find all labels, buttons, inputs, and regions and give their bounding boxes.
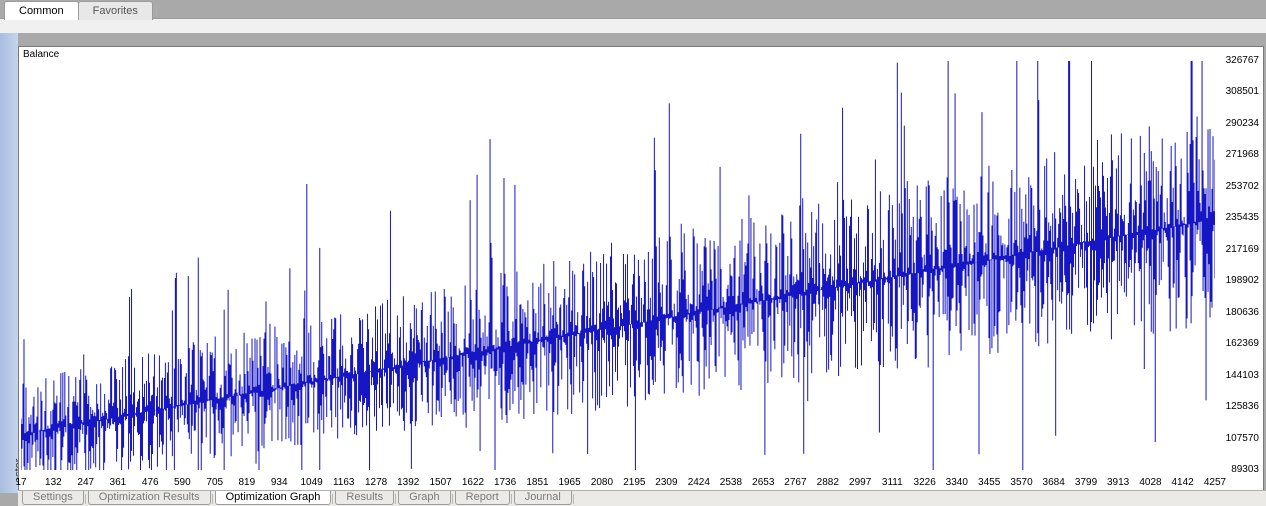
x-tick: 2767 (784, 477, 806, 488)
bottom-sep-2 (212, 494, 213, 504)
x-tick: 361 (110, 477, 127, 488)
y-tick: 144103 (1215, 370, 1259, 381)
x-tick: 3913 (1107, 477, 1129, 488)
top-tabs: Common Favorites (0, 0, 157, 20)
balance-series (21, 61, 1215, 470)
x-tick: 934 (271, 477, 288, 488)
chart-plot-area (21, 61, 1215, 470)
x-tick: 2424 (688, 477, 710, 488)
x-tick: 2195 (623, 477, 645, 488)
x-tick: 132 (45, 477, 62, 488)
x-tick: 1163 (333, 477, 355, 488)
tester-side-strip: ester (0, 33, 19, 493)
tab-optimization-results[interactable]: Optimization Results (88, 491, 211, 505)
x-tick: 4142 (1171, 477, 1193, 488)
y-tick: 89303 (1215, 464, 1259, 475)
x-tick: 17 (15, 477, 26, 488)
x-tick: 2309 (655, 477, 677, 488)
x-tick: 1392 (397, 477, 419, 488)
x-tick: 2080 (591, 477, 613, 488)
x-tick: 1851 (526, 477, 548, 488)
y-tick: 253702 (1215, 181, 1259, 192)
tab-common[interactable]: Common (4, 1, 79, 20)
y-tick: 162369 (1215, 338, 1259, 349)
tab-settings[interactable]: Settings (22, 491, 84, 505)
x-tick: 3455 (978, 477, 1000, 488)
chart-x-axis: 1713224736147659070581993410491163127813… (21, 472, 1215, 488)
x-tick: 1278 (365, 477, 387, 488)
tab-graph[interactable]: Graph (398, 491, 451, 505)
x-tick: 476 (142, 477, 159, 488)
chart-y-axis: 3267673085012902342719682537022354352171… (1215, 61, 1261, 470)
y-tick: 217169 (1215, 244, 1259, 255)
y-tick: 180636 (1215, 307, 1259, 318)
x-tick: 3799 (1075, 477, 1097, 488)
tab-report[interactable]: Report (455, 491, 510, 505)
x-tick: 3570 (1010, 477, 1032, 488)
x-tick: 2653 (752, 477, 774, 488)
bottom-sep-3 (332, 494, 333, 504)
app-root: Common Favorites × ester Balance 3267673… (0, 0, 1266, 506)
chart-title: Balance (23, 49, 59, 60)
top-white-strip (0, 18, 1266, 33)
x-tick: 3684 (1043, 477, 1065, 488)
y-tick: 235435 (1215, 212, 1259, 223)
bottom-sep-4 (395, 494, 396, 504)
optimization-chart-panel: Balance 326767 308501 290234 271968 253702 23… (18, 46, 1264, 491)
bottom-sep-6 (511, 494, 512, 504)
y-tick: 125836 (1215, 401, 1259, 412)
tab-journal[interactable]: Journal (514, 491, 572, 505)
x-tick: 1507 (429, 477, 451, 488)
x-tick: 3111 (882, 477, 903, 488)
x-tick: 1622 (462, 477, 484, 488)
x-tick: 4257 (1204, 477, 1226, 488)
x-tick: 247 (77, 477, 94, 488)
x-tick: 2882 (817, 477, 839, 488)
chart-svg (21, 61, 1215, 470)
y-tick: 326767 (1215, 55, 1259, 66)
x-tick: 1965 (558, 477, 580, 488)
tab-optimization-graph[interactable]: Optimization Graph (215, 491, 332, 505)
top-tab-area: Common Favorites (0, 0, 1266, 20)
bottom-sep-5 (452, 494, 453, 504)
y-tick: 308501 (1215, 86, 1259, 97)
y-tick: 271968 (1215, 149, 1259, 160)
x-tick: 590 (174, 477, 191, 488)
x-tick: 2538 (720, 477, 742, 488)
x-tick: 2997 (849, 477, 871, 488)
x-tick: 3226 (914, 477, 936, 488)
bottom-sep-1 (85, 494, 86, 504)
top-tab-separator (156, 4, 157, 16)
x-tick: 1736 (494, 477, 516, 488)
x-tick: 705 (206, 477, 223, 488)
bottom-sep-7 (573, 494, 574, 504)
x-tick: 3340 (946, 477, 968, 488)
x-tick: 1049 (300, 477, 322, 488)
y-tick: 198902 (1215, 275, 1259, 286)
y-tick: 107570 (1215, 433, 1259, 444)
y-tick: 290234 (1215, 118, 1259, 129)
tab-results[interactable]: Results (335, 491, 394, 505)
tab-favorites[interactable]: Favorites (78, 1, 153, 20)
bottom-tabs: Settings Optimization Results Optimizati… (18, 490, 1266, 506)
x-tick: 4028 (1139, 477, 1161, 488)
x-tick: 819 (239, 477, 256, 488)
